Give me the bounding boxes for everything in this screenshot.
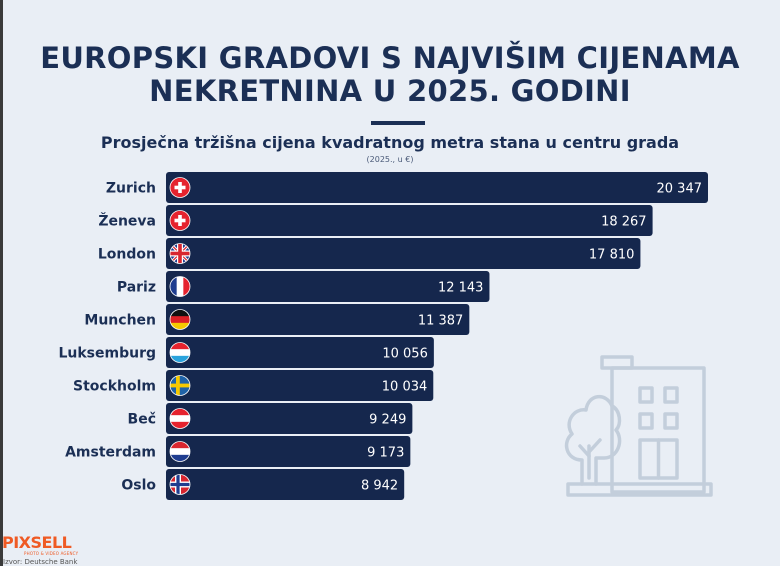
category-label: Oslo: [121, 478, 156, 494]
category-label: London: [98, 247, 156, 263]
category-label: Stockholm: [73, 379, 156, 395]
value-label: 9 173: [367, 446, 404, 461]
value-label: 17 810: [589, 248, 635, 263]
pixsell-logo: PIXSELL PHOTO & VIDEO AGENCY: [2, 533, 79, 557]
bar-4: [166, 304, 470, 335]
value-label: 10 056: [382, 347, 428, 362]
logo-text: PIXSELL: [2, 533, 72, 552]
category-label: Munchen: [84, 313, 156, 329]
bar-7: [166, 403, 413, 434]
category-label: Pariz: [117, 280, 156, 296]
chart-title: EUROPSKI GRADOVI S NAJVIŠIM CIJENAMA NEK…: [0, 42, 780, 108]
flag-no-icon: [169, 474, 191, 495]
value-label: 8 942: [361, 479, 398, 494]
value-label: 11 387: [418, 314, 464, 329]
flag-lu-icon: [169, 342, 191, 363]
source-note: Izvor: Deutsche Bank: [3, 558, 78, 566]
bar-0: [166, 172, 708, 203]
unit-label: (2025., u €): [366, 155, 414, 164]
title-divider: [371, 121, 425, 125]
title-line-2: NEKRETNINA U 2025. GODINI: [149, 74, 631, 108]
flag-fr-icon: [169, 276, 191, 297]
logo-tagline: PHOTO & VIDEO AGENCY: [24, 551, 79, 556]
category-label: Amsterdam: [65, 445, 156, 461]
flag-at-icon: [169, 408, 191, 429]
flag-nl-icon: [169, 441, 191, 462]
bar-9: [166, 469, 405, 500]
flag-de-icon: [169, 309, 191, 330]
bar-1: [166, 205, 653, 236]
flag-gb-icon: [169, 243, 191, 264]
flag-ch-icon: [169, 177, 191, 198]
flag-se-icon: [169, 375, 191, 396]
building-tree-illustration-icon: [564, 355, 713, 497]
category-label: Ženeva: [98, 213, 156, 230]
value-label: 10 034: [382, 380, 428, 395]
chart-subtitle: Prosječna tržišna cijena kvadratnog metr…: [100, 133, 680, 152]
bar-3: [166, 271, 490, 302]
flag-ch-icon: [169, 210, 191, 231]
category-label: Beč: [128, 412, 156, 428]
value-label: 20 347: [657, 182, 703, 197]
bar-6: [166, 370, 434, 401]
title-line-1: EUROPSKI GRADOVI S NAJVIŠIM CIJENAMA: [40, 41, 740, 75]
category-label: Luksemburg: [58, 346, 156, 362]
bar-2: [166, 238, 641, 269]
value-label: 9 249: [369, 413, 406, 428]
bar-8: [166, 436, 411, 467]
value-label: 18 267: [601, 215, 647, 230]
value-label: 12 143: [438, 281, 484, 296]
category-label: Zurich: [106, 181, 156, 197]
bar-5: [166, 337, 434, 368]
left-border: [0, 0, 3, 566]
